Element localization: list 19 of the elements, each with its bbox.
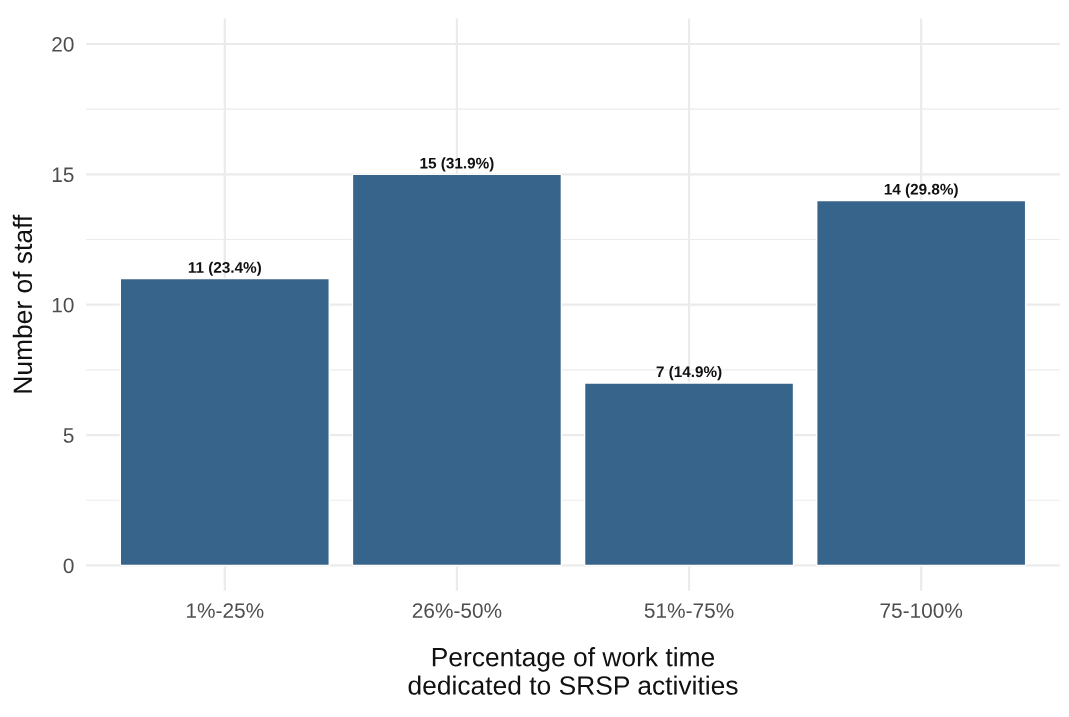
data-label: 11 (23.4%) xyxy=(188,261,261,276)
x-tick-label: 51%-75% xyxy=(644,603,734,618)
x-tick-label: 75-100% xyxy=(880,603,963,618)
y-tick-label: 0 xyxy=(63,558,74,574)
y-tick-label: 20 xyxy=(52,37,74,52)
y-axis-title: Number of staff xyxy=(12,214,33,393)
bar xyxy=(119,277,330,567)
x-tick-label: 1%-25% xyxy=(187,603,264,618)
x-axis-title: Percentage of work time dedicated to SRSP activities xyxy=(408,647,738,695)
y-tick-label: 5 xyxy=(63,428,74,443)
bar xyxy=(583,382,795,567)
bar xyxy=(351,173,563,567)
x-tick-label: 26%-50% xyxy=(412,603,502,618)
data-label: 15 (31.9%) xyxy=(420,157,494,172)
y-tick-label: 10 xyxy=(52,297,74,313)
data-label: 7 (14.9%) xyxy=(656,365,722,381)
y-tick-label: 15 xyxy=(52,167,74,183)
data-label: 14 (29.8%) xyxy=(884,183,958,198)
bar xyxy=(816,199,1027,567)
